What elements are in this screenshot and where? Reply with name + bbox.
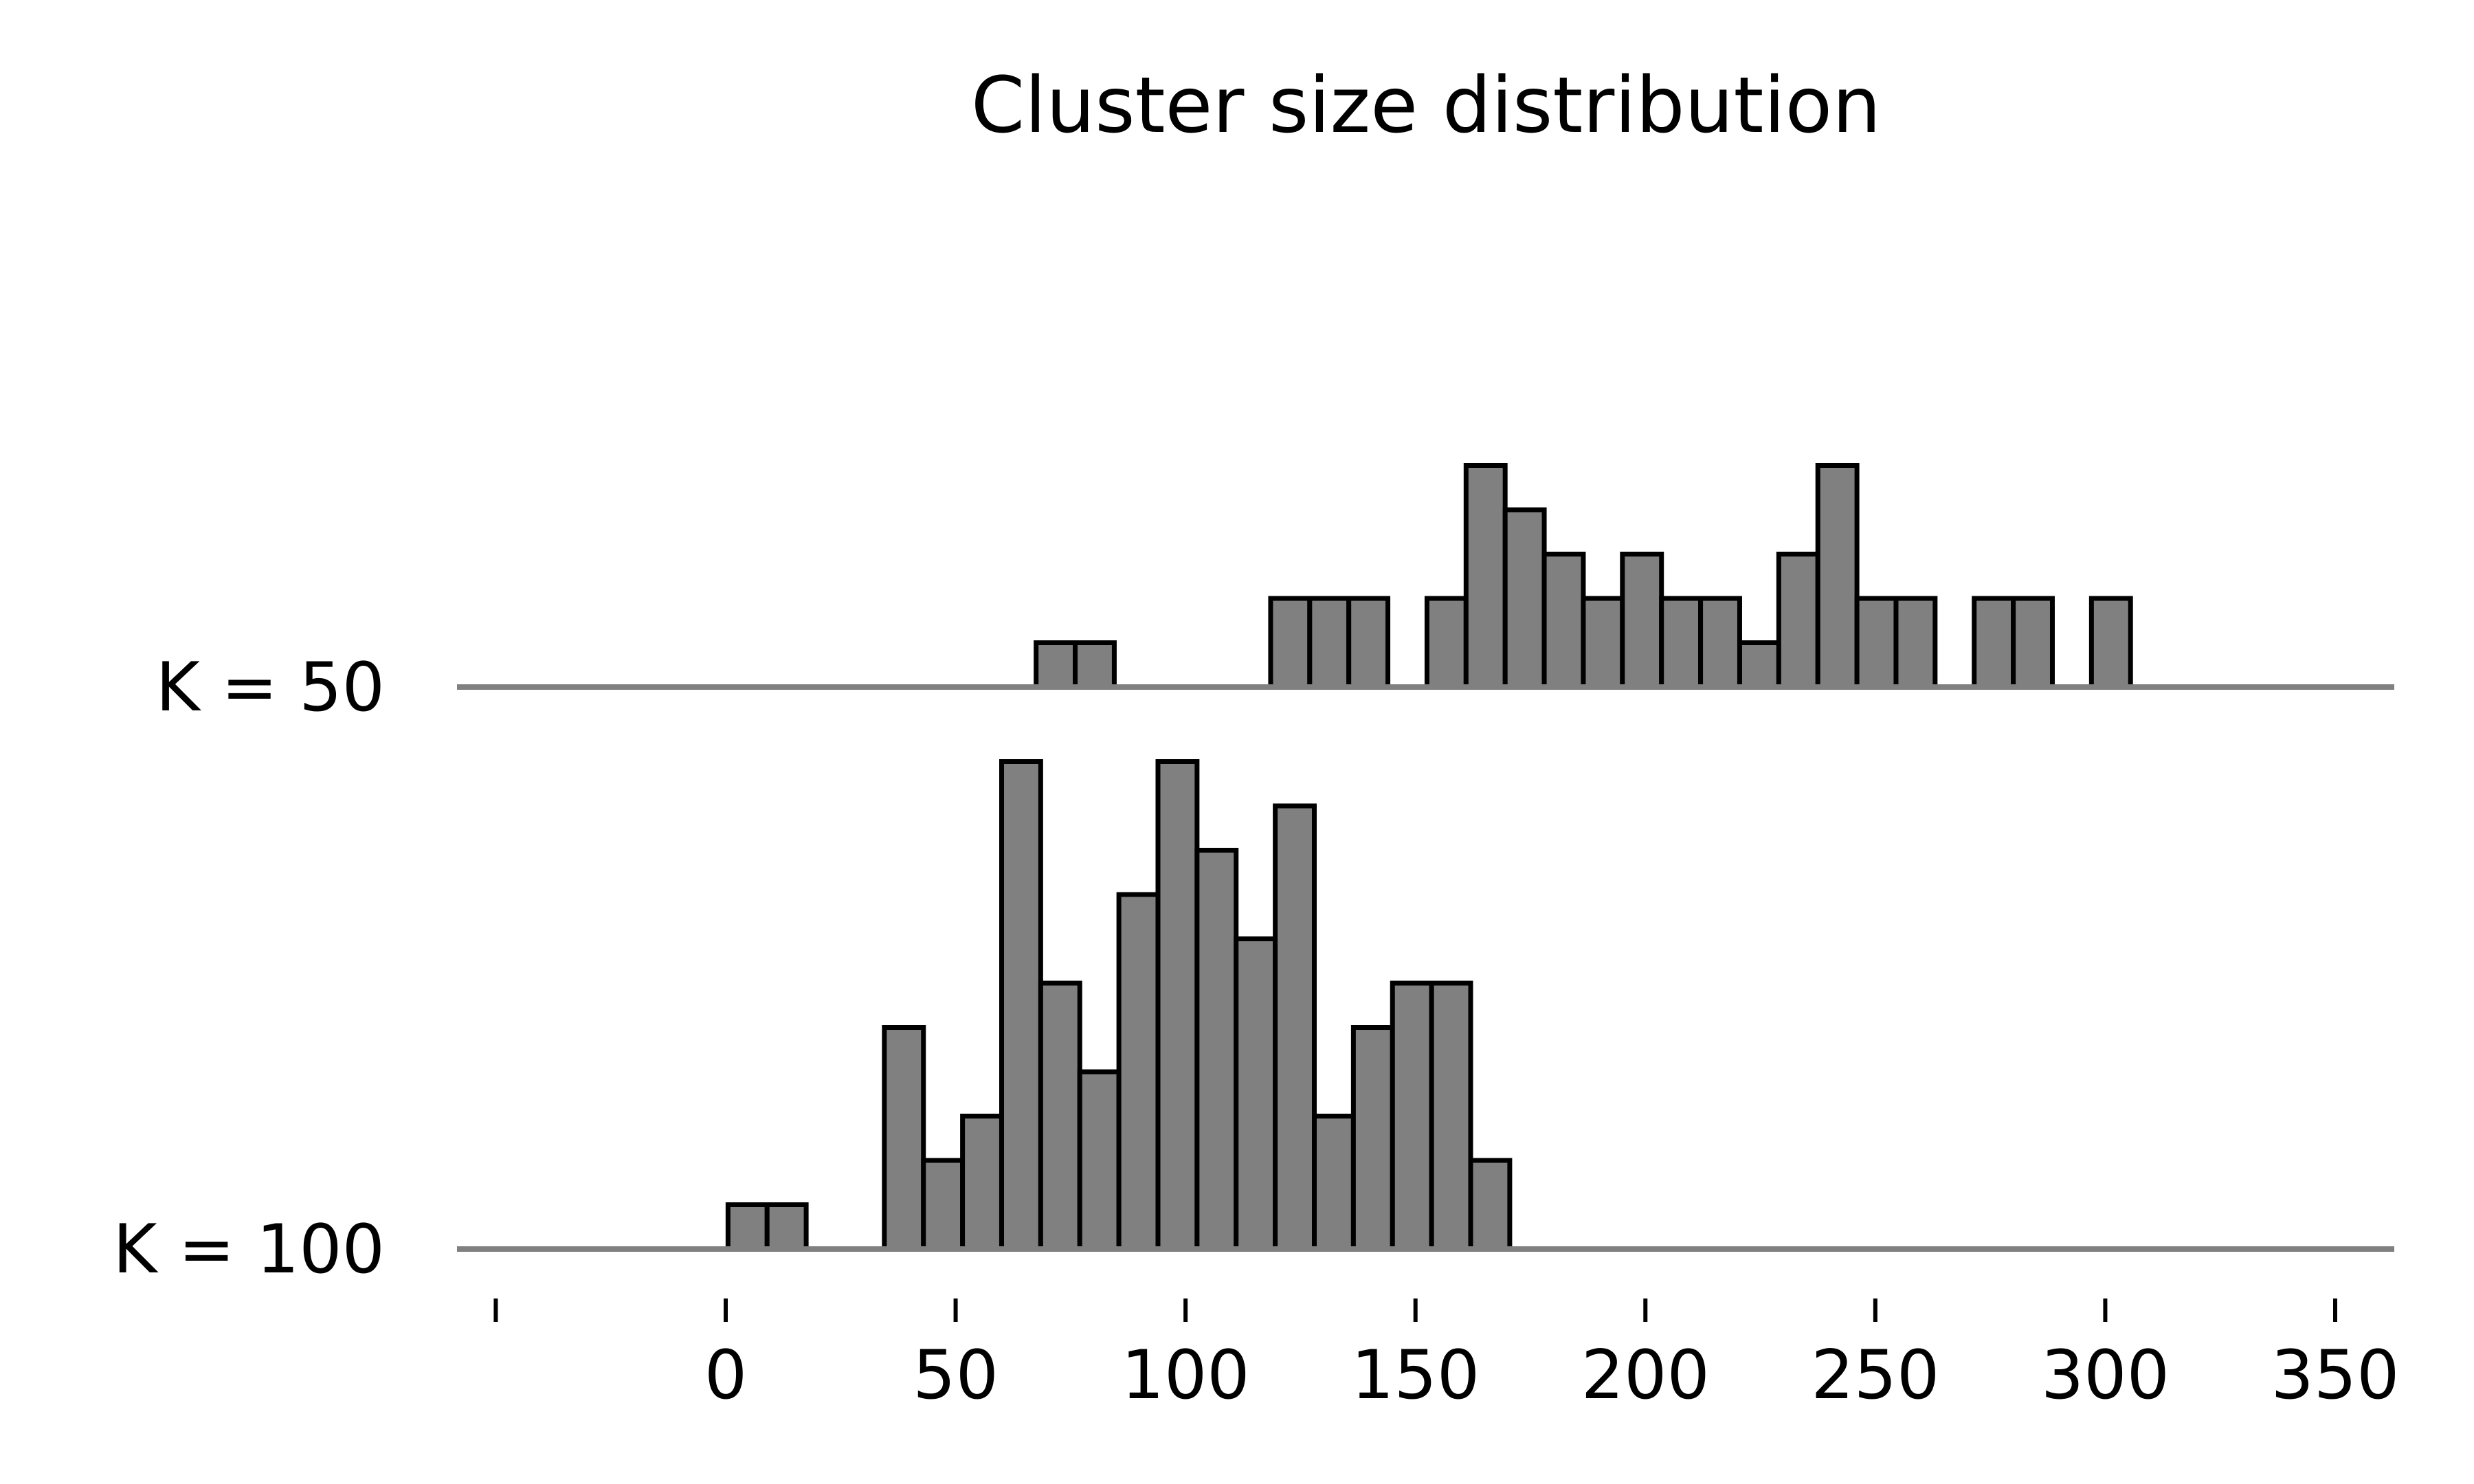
histogram-bar — [1077, 1069, 1122, 1252]
x-tick-label: 100 — [1122, 1336, 1250, 1415]
histogram-bar — [1194, 848, 1239, 1252]
x-axis: 0 50 100 150 200 250 300 350 — [493, 1298, 2400, 1415]
chart-title: Cluster size distribution — [971, 61, 1881, 150]
histogram-bar — [999, 759, 1043, 1252]
histogram-bar — [1620, 552, 1664, 690]
x-tick-label: 300 — [2041, 1336, 2170, 1415]
plot-area: K = 50 K = 100 — [113, 463, 2394, 1289]
histogram-bar — [1737, 640, 1781, 690]
histogram-bar — [1346, 596, 1391, 690]
histogram-bar — [1268, 596, 1313, 690]
histogram-bar — [1034, 640, 1078, 690]
series-label: K = 50 — [156, 649, 385, 727]
x-tick-label: 0 — [704, 1336, 747, 1415]
histogram-bar — [1155, 759, 1200, 1252]
histogram-bar — [882, 1025, 926, 1252]
x-tick-label: 250 — [1811, 1336, 1939, 1415]
histogram-bar — [1972, 596, 2016, 690]
histogram-bar — [764, 1202, 809, 1252]
histogram-bar — [1468, 1158, 1513, 1252]
x-tick-label: 200 — [1581, 1336, 1710, 1415]
histogram-bar — [1312, 1114, 1356, 1252]
histogram-bar — [2088, 596, 2133, 690]
histogram-bar — [1429, 980, 1473, 1252]
histogram-bar — [1073, 640, 1117, 690]
x-tick-label: 50 — [913, 1336, 999, 1415]
histogram-bar — [1893, 596, 1938, 690]
histogram-bar — [1234, 936, 1278, 1252]
histogram-bar — [1698, 596, 1742, 690]
histogram-bar — [1307, 596, 1352, 690]
histogram-bar — [1350, 1025, 1395, 1252]
x-tick-label: 150 — [1351, 1336, 1480, 1415]
histogram-bar — [1273, 803, 1317, 1252]
histogram-bar — [921, 1158, 966, 1252]
histogram-bar — [1815, 463, 1860, 690]
histogram-bar — [1038, 980, 1082, 1252]
histogram-bar — [1116, 892, 1161, 1252]
histogram-bar — [1463, 463, 1508, 690]
histogram-bar — [960, 1114, 1004, 1252]
histogram-bar — [1424, 596, 1469, 690]
histogram-bar — [1659, 596, 1704, 690]
histogram-bar — [2011, 596, 2055, 690]
histogram-bar — [1581, 596, 1625, 690]
histogram-bar — [1390, 980, 1434, 1252]
histogram-bar — [725, 1202, 770, 1252]
series-label: K = 100 — [113, 1211, 385, 1289]
histogram-bar — [1541, 552, 1586, 690]
histogram-bar — [1854, 596, 1899, 690]
histogram-bar — [1776, 552, 1820, 690]
x-tick-label: 350 — [2271, 1336, 2399, 1415]
histogram-bar — [1502, 507, 1547, 690]
